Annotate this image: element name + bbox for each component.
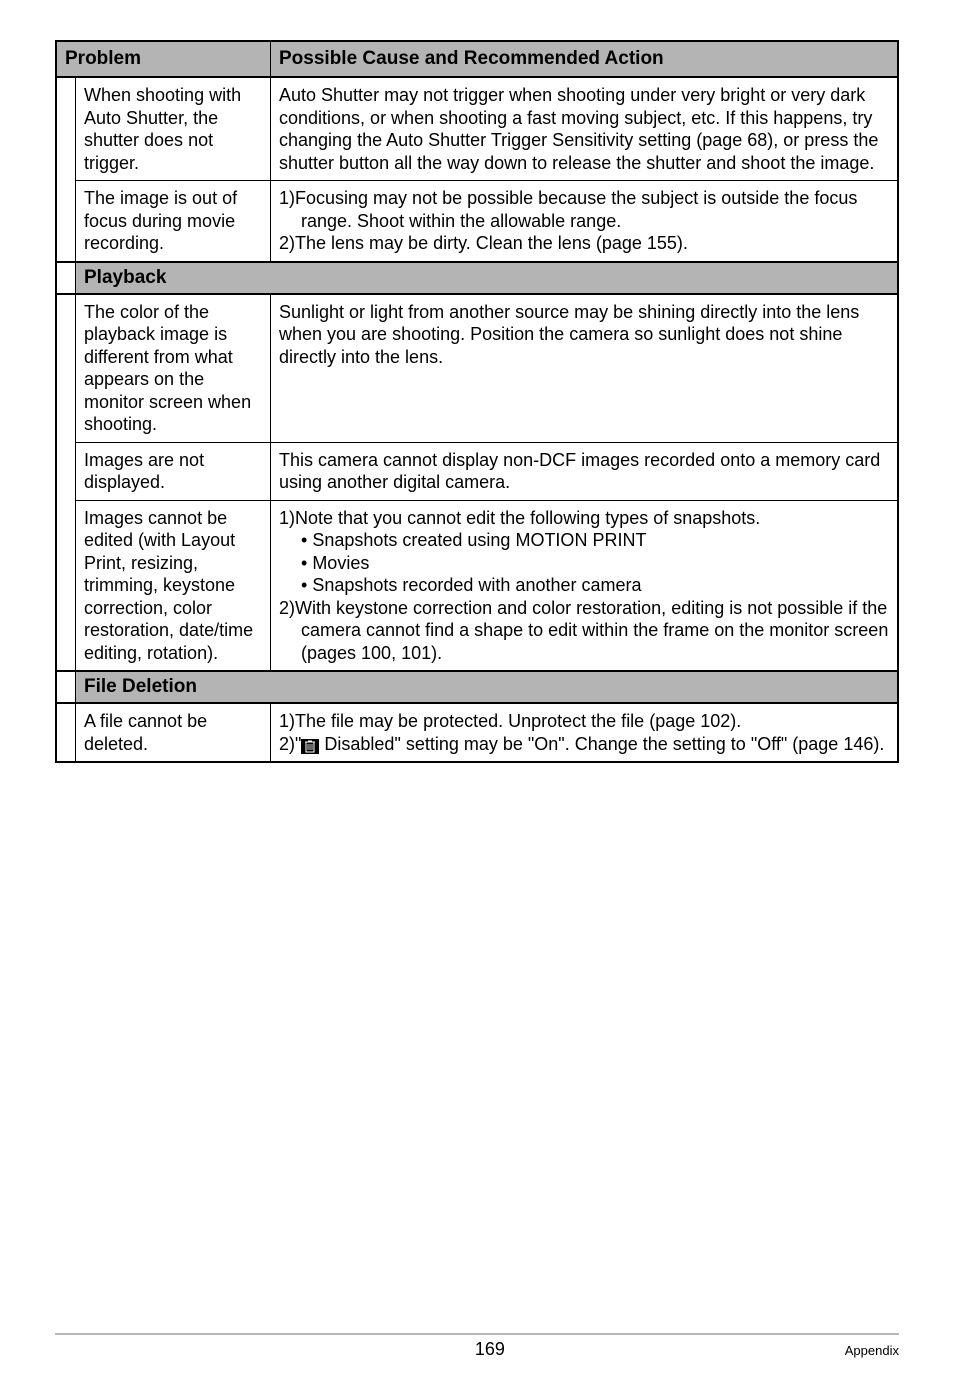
numbered-item: 1)The file may be protected. Unprotect t… xyxy=(279,710,889,733)
list-item: Snapshots recorded with another camera xyxy=(301,574,889,597)
action-cell: This camera cannot display non-DCF image… xyxy=(271,442,899,500)
table-row: Images cannot be edited (with Layout Pri… xyxy=(56,500,898,671)
section-file-deletion: File Deletion xyxy=(56,671,898,703)
numbered-item: 2)The lens may be dirty. Clean the lens … xyxy=(279,232,889,255)
table-row: A file cannot be deleted. 1)The file may… xyxy=(56,703,898,762)
header-action: Possible Cause and Recommended Action xyxy=(271,41,899,77)
troubleshooting-table: Problem Possible Cause and Recommended A… xyxy=(55,40,899,763)
bullet-list: Snapshots created using MOTION PRINT Mov… xyxy=(285,529,889,597)
section-heading: Playback xyxy=(76,262,899,294)
action-cell: 1)Note that you cannot edit the followin… xyxy=(271,500,899,671)
action-cell: 1)The file may be protected. Unprotect t… xyxy=(271,703,899,762)
table-row: The color of the playback image is diffe… xyxy=(56,294,898,443)
section-playback: Playback xyxy=(56,262,898,294)
list-item: Snapshots created using MOTION PRINT xyxy=(301,529,889,552)
problem-cell: A file cannot be deleted. xyxy=(76,703,271,762)
header-problem: Problem xyxy=(56,41,271,77)
action-cell: 1)Focusing may not be possible because t… xyxy=(271,181,899,262)
numbered-item: 2)" Disabled" setting may be "On". Chang… xyxy=(279,733,889,756)
action-cell: Sunlight or light from another source ma… xyxy=(271,294,899,443)
problem-cell: When shooting with Auto Shutter, the shu… xyxy=(76,77,271,181)
table-row: Images are not displayed. This camera ca… xyxy=(56,442,898,500)
numbered-item: 1)Focusing may not be possible because t… xyxy=(279,187,889,232)
header-row: Problem Possible Cause and Recommended A… xyxy=(56,41,898,77)
list-item: Movies xyxy=(301,552,889,575)
trash-icon xyxy=(301,739,319,754)
table-row: When shooting with Auto Shutter, the shu… xyxy=(56,77,898,181)
page-footer: 169 Appendix xyxy=(55,1333,899,1360)
section-heading: File Deletion xyxy=(76,671,899,703)
numbered-item: 2)With keystone correction and color res… xyxy=(279,597,889,665)
action-cell: Auto Shutter may not trigger when shooti… xyxy=(271,77,899,181)
table-row: The image is out of focus during movie r… xyxy=(56,181,898,262)
footer-label: Appendix xyxy=(845,1343,899,1358)
problem-cell: Images are not displayed. xyxy=(76,442,271,500)
problem-cell: Images cannot be edited (with Layout Pri… xyxy=(76,500,271,671)
problem-cell: The image is out of focus during movie r… xyxy=(76,181,271,262)
problem-cell: The color of the playback image is diffe… xyxy=(76,294,271,443)
numbered-item: 1)Note that you cannot edit the followin… xyxy=(279,507,889,530)
